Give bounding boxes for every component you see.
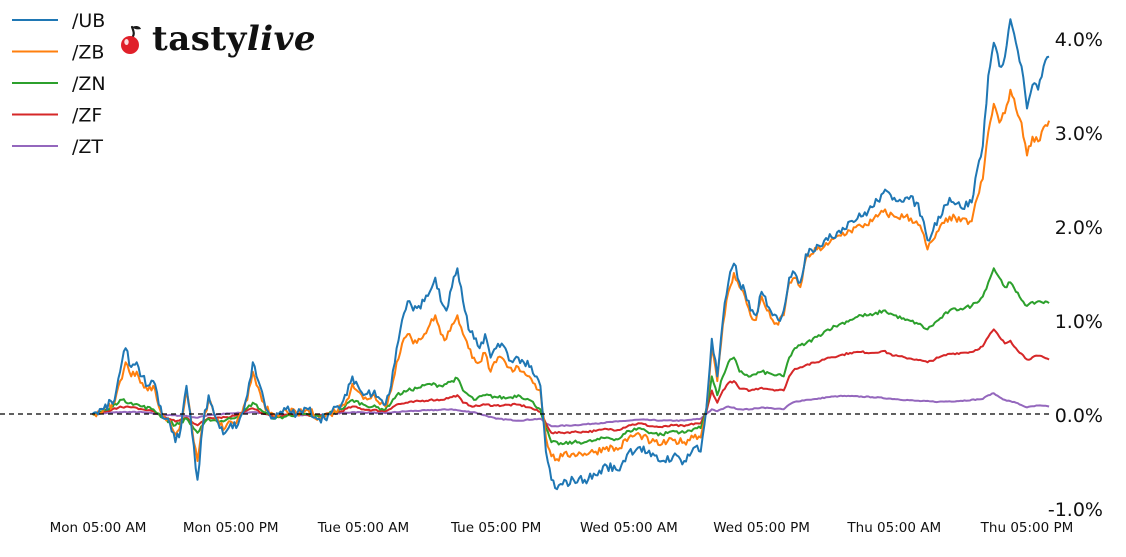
y-tick-label: -1.0% xyxy=(1048,499,1103,521)
x-tick-label: Mon 05:00 PM xyxy=(183,520,279,536)
x-axis-ticks: Mon 05:00 AM Mon 05:00 PM Tue 05:00 AM Tue … xyxy=(50,520,1074,536)
legend: /UB/ZB/ZN/ZF/ZT xyxy=(12,10,106,158)
series-line-zb xyxy=(92,88,1051,462)
cherry-icon xyxy=(121,25,141,54)
x-tick-label: Thu 05:00 AM xyxy=(846,520,941,536)
y-tick-label: 3.0% xyxy=(1055,123,1103,145)
legend-label: /ZB xyxy=(72,42,104,64)
brand-name-live: live xyxy=(246,19,317,59)
y-tick-label: 1.0% xyxy=(1055,311,1103,333)
x-tick-label: Tue 05:00 PM xyxy=(450,520,541,536)
legend-label: /ZN xyxy=(72,73,106,95)
x-tick-label: Mon 05:00 AM xyxy=(50,520,147,536)
x-tick-label: Thu 05:00 PM xyxy=(980,520,1074,536)
brand-name-tasty: tasty xyxy=(152,19,247,59)
y-tick-label: 2.0% xyxy=(1055,217,1103,239)
x-tick-label: Wed 05:00 AM xyxy=(580,520,678,536)
series-line-zf xyxy=(92,328,1050,435)
series-line-zn xyxy=(92,267,1050,446)
x-tick-label: Wed 05:00 PM xyxy=(713,520,810,536)
series-line-ub xyxy=(91,18,1050,491)
legend-label: /UB xyxy=(72,10,105,32)
brand-name: tastylive xyxy=(152,19,316,59)
tastylive-logo: tastylive xyxy=(116,16,316,62)
y-axis-ticks: -1.0% 0.0% 1.0% 2.0% 3.0% 4.0% xyxy=(1048,29,1103,521)
legend-label: /ZF xyxy=(72,105,102,127)
legend-label: /ZT xyxy=(72,136,103,158)
x-tick-label: Tue 05:00 AM xyxy=(317,520,409,536)
y-tick-label: 4.0% xyxy=(1055,29,1103,51)
series-layer xyxy=(91,18,1051,491)
series-line-zt xyxy=(92,392,1050,428)
y-tick-label: 0.0% xyxy=(1055,405,1103,427)
